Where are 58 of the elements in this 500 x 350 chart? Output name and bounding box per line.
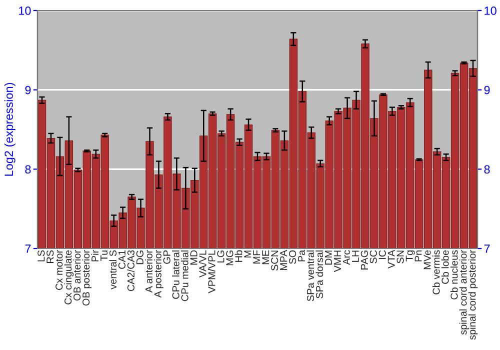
x-tick-label: SO xyxy=(289,250,296,264)
y2-tick-label: 9 xyxy=(484,86,490,94)
x-tick-label: Cb nucleus xyxy=(450,250,458,300)
x-tick-label: MD xyxy=(190,250,198,265)
x-tick-label: SPa ventral xyxy=(306,250,314,302)
x-tick-label: A posterior xyxy=(154,250,164,298)
x-tick-label: Arc xyxy=(343,250,350,265)
x-tick-label: Pir xyxy=(91,250,98,262)
y-axis-title: Log2 (expression) xyxy=(4,82,16,176)
x-tick-label: LH xyxy=(352,250,359,262)
x-tick-label: SN xyxy=(396,250,404,264)
x-tick-label: Tu xyxy=(100,250,108,261)
x-tick-label: VMH xyxy=(334,250,341,272)
y2-tick-label: 8 xyxy=(484,165,490,174)
x-tick-label: CA2/CA3 xyxy=(127,250,134,292)
x-tick-label: A anterior xyxy=(145,250,152,293)
x-tick-label: Cb vermis xyxy=(432,250,440,294)
x-tick-label: CPu lateral xyxy=(172,250,180,299)
x-tick-label: DG xyxy=(136,250,144,264)
x-tick-label: OB posterior xyxy=(82,250,92,306)
x-tick-label: MF xyxy=(253,250,260,264)
x-tick-label: IC xyxy=(378,250,386,259)
x-tick-label: LG xyxy=(217,250,224,262)
x-tick-label: spinal cord anterior xyxy=(459,250,469,335)
x-tick-label: Cx motor xyxy=(56,250,63,290)
x-tick-label: Cb lobe xyxy=(441,250,449,284)
x-tick-label: VPM/VPL xyxy=(208,250,216,294)
y-tick-label: 7 xyxy=(25,244,31,253)
x-tick-label: VA/VL xyxy=(198,250,206,278)
y-tick-label: 8 xyxy=(25,165,31,174)
y2-tick-label: 7 xyxy=(484,244,490,253)
x-tick-label: VTA xyxy=(388,250,395,269)
x-tick-label: CA1 xyxy=(118,250,126,269)
x-tick-label: SCN xyxy=(271,250,278,271)
x-tick-label: CPu medial xyxy=(181,250,188,302)
x-tick-label: SPa dorsal xyxy=(316,250,324,298)
x-tick-label: spinal cord posterior xyxy=(468,250,478,340)
x-tick-label: Cx cingulate xyxy=(64,250,74,304)
y-tick-label: 9 xyxy=(25,86,31,94)
x-tick-label: MVe xyxy=(424,250,431,270)
x-tick-label: MG xyxy=(226,250,234,266)
x-tick-label: Pn xyxy=(414,250,422,262)
x-tick-label: M xyxy=(244,250,252,258)
x-tick-label: RS xyxy=(46,250,54,263)
x-tick-label: Tg xyxy=(406,250,415,262)
x-tick-label: GP xyxy=(163,250,170,264)
x-tick-label: SC xyxy=(370,250,377,264)
x-tick-label: MPA xyxy=(280,250,288,270)
y-tick-label: 10 xyxy=(19,6,31,15)
x-tick-label: ME xyxy=(262,250,270,264)
x-tick-label: Hb xyxy=(234,250,242,262)
x-tick-label: LS xyxy=(38,250,45,262)
x-tick-label: OB anterior xyxy=(73,250,81,301)
y2-tick-label: 10 xyxy=(484,6,496,15)
x-tick-label: DM xyxy=(325,250,332,265)
x-tick-label: Pa xyxy=(298,250,306,262)
x-tick-label: PAG xyxy=(360,250,368,270)
x-tick-label: ventral S xyxy=(109,250,117,290)
